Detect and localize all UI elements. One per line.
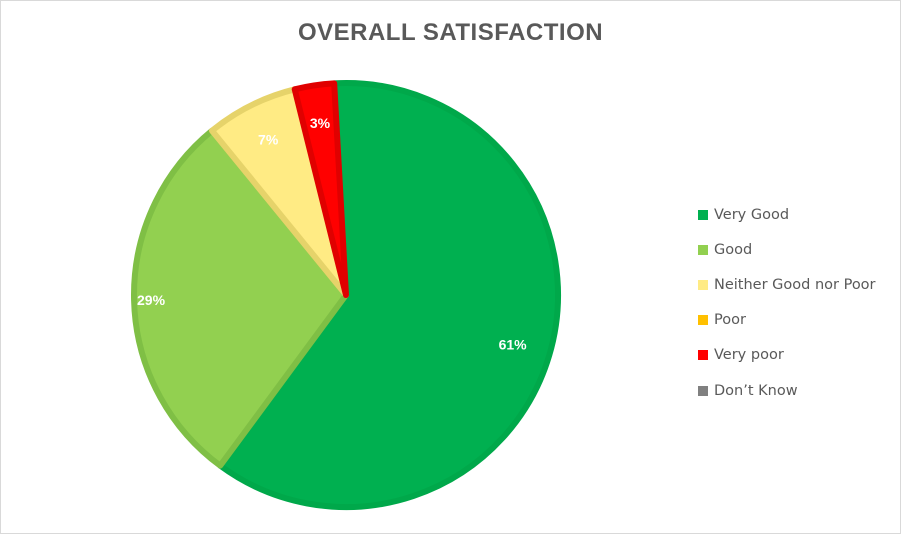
pie-slice-good [131, 127, 349, 469]
data-label-good: 29% [137, 292, 166, 308]
legend-swatch [698, 315, 708, 326]
legend-label: Good [714, 241, 753, 258]
chart-legend: Very Good Good Neither Good nor Poor Poor Ve… [698, 197, 876, 408]
legend-item: Good [698, 232, 876, 267]
data-label-neither-good-nor-poor: 7% [258, 132, 279, 148]
legend-swatch [698, 350, 708, 361]
legend-item: Very poor [698, 338, 876, 373]
data-label-very-poor: 3% [310, 115, 331, 131]
legend-label: Very poor [714, 347, 784, 364]
legend-label: Very Good [714, 206, 790, 223]
pie-slice-very-poor [291, 80, 349, 298]
legend-swatch [698, 209, 708, 220]
legend-swatch [698, 385, 708, 396]
legend-item: Neither Good nor Poor [698, 267, 876, 302]
legend-label: Don’t Know [714, 382, 798, 399]
legend-item: Poor [698, 303, 876, 338]
legend-swatch [698, 244, 708, 255]
chart-title: OVERALL SATISFACTION [297, 19, 604, 46]
legend-item: Don’t Know [698, 373, 876, 408]
legend-swatch [698, 279, 708, 290]
legend-label: Poor [714, 312, 746, 329]
pie-slice-very-good [217, 80, 561, 510]
legend-item: Very Good [698, 197, 876, 232]
data-label-very-good: 61% [499, 337, 528, 353]
legend-label: Neither Good nor Poor [714, 276, 876, 293]
